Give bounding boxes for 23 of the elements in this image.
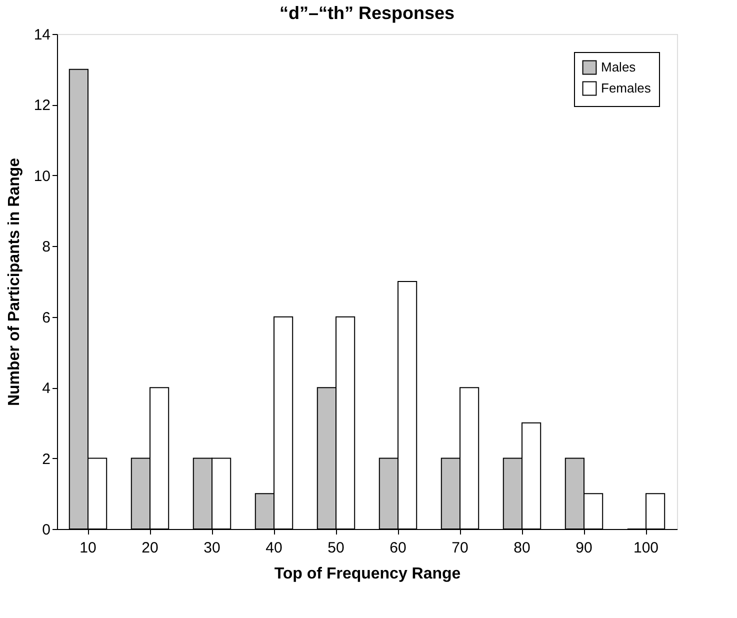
x-tick-label: 60 xyxy=(390,540,406,556)
x-tick-label: 70 xyxy=(452,540,468,556)
y-tick-label: 6 xyxy=(42,309,50,326)
y-tick-label: 10 xyxy=(34,168,50,185)
y-tick-label: 8 xyxy=(42,238,50,256)
x-tick-label: 30 xyxy=(204,540,220,556)
x-tick-label: 20 xyxy=(142,540,158,556)
x-tick-label: 100 xyxy=(633,540,659,556)
y-tick-label: 2 xyxy=(42,450,50,468)
chart-title: “d”–“th” Responses xyxy=(279,3,455,23)
x-tick-label: 90 xyxy=(576,540,592,556)
x-tick-label: 40 xyxy=(266,540,282,556)
x-axis-title: Top of Frequency Range xyxy=(274,566,461,582)
x-tick-label: 10 xyxy=(80,540,96,556)
y-tick-label: 12 xyxy=(34,97,50,114)
legend-label: Females xyxy=(601,80,652,96)
y-tick-label: 4 xyxy=(42,380,50,398)
y-axis-title: Number of Participants in Range xyxy=(6,158,23,406)
x-tick-label: 80 xyxy=(514,540,530,556)
y-tick-label: 14 xyxy=(34,26,50,44)
legend-label: Males xyxy=(601,60,636,74)
y-tick-label: 0 xyxy=(42,522,50,538)
x-tick-label: 50 xyxy=(328,540,344,556)
